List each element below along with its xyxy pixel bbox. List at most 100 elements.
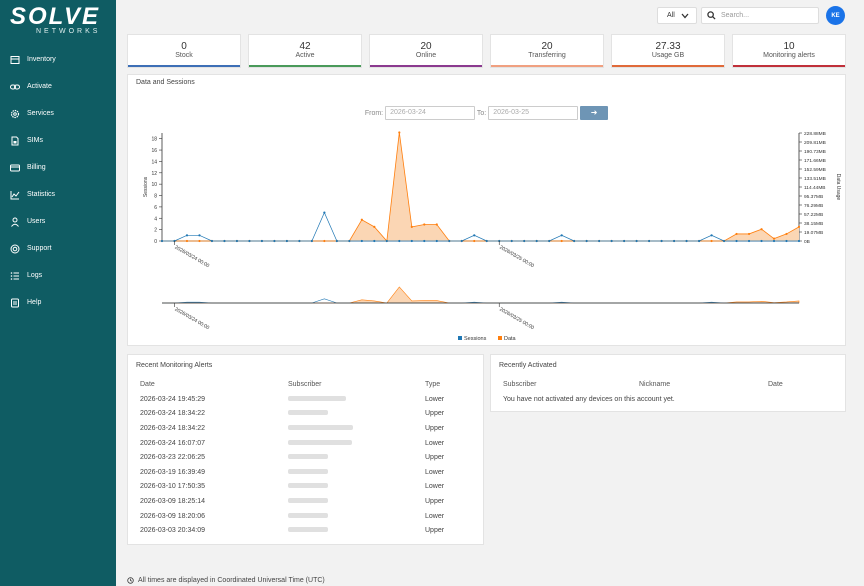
table-row[interactable]: 2026-03-09 18:20:06 Lower [140, 509, 444, 524]
alerts-panel: Recent Monitoring Alerts Date Subscriber… [127, 354, 484, 545]
sessions-point [335, 239, 338, 243]
stat-bar [733, 65, 845, 67]
sidebar-item-inventory[interactable]: Inventory [0, 46, 116, 73]
stat-card-stock[interactable]: 0 Stock [127, 34, 241, 68]
y-left-tick-label: 18 [151, 137, 157, 143]
logo[interactable]: SOLVE NETWORKS [0, 0, 116, 42]
sidebar-item-logs[interactable]: Logs [0, 262, 116, 289]
sidebar-item-support[interactable]: Support [0, 235, 116, 262]
sessions-point [285, 239, 289, 243]
sessions-point [298, 239, 301, 243]
sessions-point [235, 239, 239, 243]
table-row[interactable]: 2026-03-09 18:25:14 Upper [140, 494, 444, 509]
from-date-input[interactable]: 2026-03-24 [385, 106, 476, 120]
alert-type: Upper [425, 454, 445, 462]
sidebar-item-sims[interactable]: SIMs [0, 127, 116, 154]
sidebar: SOLVE NETWORKS Inventory Activate Servic… [0, 0, 116, 586]
y-right-tick-label: 76.29MB [804, 203, 823, 209]
stat-card-alerts[interactable]: 10 Monitoring alerts [732, 34, 846, 68]
sessions-point [548, 239, 551, 243]
avatar[interactable]: KE [826, 6, 845, 25]
table-row[interactable]: 2026-03-03 20:34:09 Upper [140, 523, 444, 538]
sessions-point [697, 239, 701, 243]
redacted-subscriber [288, 497, 328, 503]
y-left-tick-label: 4 [154, 216, 157, 222]
apply-date-button[interactable]: ➜ [580, 106, 609, 120]
search-icon [707, 11, 716, 20]
to-label: To: [476, 109, 487, 117]
filter-select[interactable]: All [657, 7, 697, 24]
alert-subscriber [288, 450, 425, 465]
sessions-point [210, 239, 214, 243]
sessions-point [535, 239, 538, 243]
sessions-point [635, 239, 638, 243]
sessions-point [610, 239, 613, 243]
alert-type: Lower [425, 395, 445, 403]
sidebar-item-billing[interactable]: Billing [0, 154, 116, 181]
y-right-tick-label: 133.51MB [804, 176, 826, 182]
table-row[interactable]: 2026-03-24 19:45:29 Lower [140, 392, 444, 407]
sessions-point [160, 239, 164, 243]
sessions-point [360, 239, 363, 243]
table-row[interactable]: 2026-03-23 22:06:25 Upper [140, 450, 444, 465]
stat-label: Monitoring alerts [763, 52, 815, 59]
table-row[interactable]: 2026-03-24 18:34:22 Upper [140, 421, 444, 436]
y-left-axis-label: Sessions [143, 176, 149, 197]
table-row[interactable]: 2026-03-24 18:34:22 Upper [140, 407, 444, 422]
sessions-point [348, 239, 351, 243]
overview-sessions-line [162, 298, 799, 304]
alert-type: Upper [425, 527, 445, 535]
y-right-tick-label: 95.37MB [804, 194, 823, 200]
table-row[interactable]: 2026-03-10 17:50:35 Lower [140, 480, 444, 495]
sessions-point [460, 239, 463, 243]
sidebar-item-label: Help [27, 299, 42, 306]
alert-type: Lower [425, 483, 445, 491]
y-right-tick-label: 152.59MB [804, 167, 826, 173]
stat-label: Active [295, 52, 315, 59]
sidebar-item-label: Billing [27, 164, 46, 171]
alert-subscriber [288, 436, 425, 451]
y-left-tick-label: 0 [154, 239, 157, 245]
sidebar-item-activate[interactable]: Activate [0, 73, 116, 100]
stat-card-active[interactable]: 42 Active [248, 34, 362, 68]
search-input[interactable]: Search... [701, 7, 819, 24]
sidebar-item-statistics[interactable]: Statistics [0, 181, 116, 208]
y-right-tick-label: 209.81MB [804, 140, 826, 146]
col-type: Type [425, 381, 441, 388]
data-point [785, 232, 788, 236]
sidebar-item-users[interactable]: Users [0, 208, 116, 235]
sessions-point [485, 239, 488, 243]
table-row[interactable]: 2026-03-19 16:39:49 Lower [140, 465, 444, 480]
recent-activated-panel: Recently Activated Subscriber Nickname D… [490, 354, 846, 412]
stat-card-online[interactable]: 20 Online [369, 34, 483, 68]
sessions-point [323, 211, 326, 214]
table-row[interactable]: 2026-03-24 16:07:07 Lower [140, 436, 444, 451]
sessions-point [310, 239, 313, 243]
sidebar-item-services[interactable]: Services [0, 100, 116, 127]
brand-sub: NETWORKS [36, 28, 101, 35]
alert-date: 2026-03-24 19:45:29 [140, 395, 205, 403]
y-left-tick-label: 6 [154, 205, 157, 211]
sessions-point [373, 239, 376, 243]
sidebar-item-label: Logs [27, 272, 43, 279]
sessions-point [448, 239, 451, 243]
alert-date: 2026-03-24 18:34:22 [140, 410, 205, 418]
data-point [185, 239, 189, 243]
stat-card-usage[interactable]: 27.33 Usage GB [611, 34, 725, 68]
y-left-tick-label: 8 [154, 194, 157, 200]
table-header-row: Subscriber Nickname Date [503, 377, 783, 392]
to-date-input[interactable]: 2026-03-25 [488, 106, 579, 120]
data-area [162, 132, 799, 241]
alert-type: Upper [425, 424, 445, 432]
redacted-subscriber [288, 410, 328, 416]
sessions-point [185, 234, 189, 237]
redacted-subscriber [288, 439, 352, 445]
sessions-point [710, 234, 713, 237]
support-icon [10, 244, 20, 253]
stat-card-transferring[interactable]: 20 Transferring [490, 34, 604, 68]
stat-bar [491, 65, 603, 67]
topbar: All Search... KE [116, 0, 864, 30]
data-point [473, 239, 476, 243]
sidebar-item-help[interactable]: Help [0, 289, 116, 316]
table-header-row: Date Subscriber Type [140, 377, 444, 392]
